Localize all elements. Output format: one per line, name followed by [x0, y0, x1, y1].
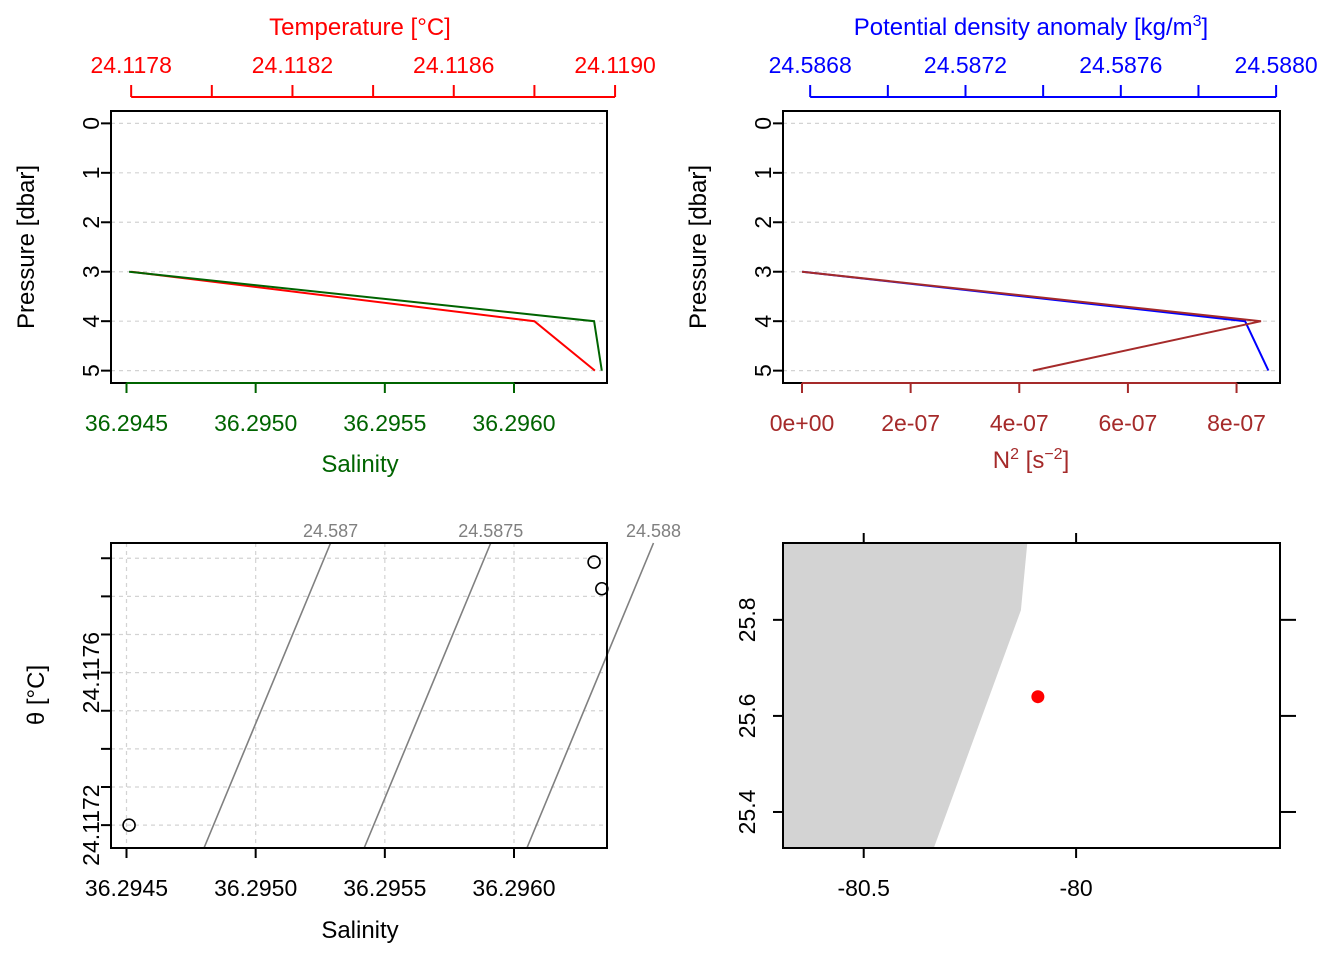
- pressure-tick-label: 0: [750, 117, 776, 130]
- isopycnal-label: 24.587: [303, 521, 358, 541]
- bottom-axis-tick-label: 36.2945: [85, 410, 168, 436]
- profile-density-series: [801, 270, 1270, 372]
- map-lon-tick-label: -80: [1059, 875, 1092, 901]
- ts-point: [122, 818, 136, 832]
- series-line-bottom: [801, 270, 1262, 372]
- ts-diagram-frame: [110, 542, 608, 849]
- bottom-axis-tick-label: 4e-07: [990, 410, 1049, 436]
- bottom-axis-tick-label: 36.2955: [343, 410, 426, 436]
- land-polygon: [783, 543, 1028, 848]
- ts-points: [122, 555, 609, 832]
- pressure-axis-title: Pressure [dbar]: [13, 165, 40, 329]
- top-axis-tick-label: 24.1178: [90, 52, 171, 78]
- ts-diagram-axes: 36.2945 36.2950 36.2955 36.2960 24.1172 24.11…: [78, 557, 556, 901]
- theta-axis-title: θ [°C]: [23, 665, 50, 725]
- pressure-axis-title-right: Pressure [dbar]: [685, 165, 712, 329]
- pressure-tick-label: 3: [750, 265, 776, 278]
- n2-axis-title: N2 [s−2]: [993, 446, 1070, 474]
- ts-y-tick-label: 24.1176: [78, 632, 104, 713]
- top-axis-tick-label: 24.5872: [924, 52, 1007, 78]
- map-lon-tick-label: -80.5: [837, 875, 889, 901]
- pressure-tick-label: 1: [750, 166, 776, 179]
- pressure-tick-label: 5: [750, 364, 776, 377]
- top-axis-tick-label: 24.5868: [769, 52, 852, 78]
- profile-ts-grid: [111, 122, 607, 372]
- ts-x-tick-label: 36.2960: [472, 875, 555, 901]
- profile-density-frame: [782, 110, 1281, 384]
- profile-ts-frame: [110, 110, 608, 384]
- ts-x-tick-label: 36.2950: [214, 875, 297, 901]
- panel-profile-ts: 0 1 2 3 4 5 24.1178 24.1182 24.1186 24.1190 36.294…: [13, 14, 656, 478]
- pressure-tick-label: 1: [78, 166, 104, 179]
- panel-ts-diagram: 24.587 24.5875 24.588 36.2945 36.2950 36.295…: [23, 521, 681, 944]
- top-axis-tick-label: 24.5876: [1079, 52, 1162, 78]
- ts-salinity-axis-title: Salinity: [321, 917, 398, 944]
- ts-diagram-grid: [111, 543, 607, 848]
- isopycnal-line: [363, 542, 492, 849]
- map-station: [1031, 690, 1045, 704]
- bottom-axis-tick-label: 0e+00: [770, 410, 835, 436]
- pressure-tick-label: 4: [78, 315, 104, 328]
- isopycnal-line: [203, 542, 332, 849]
- bottom-axis-tick-label: 8e-07: [1207, 410, 1266, 436]
- salinity-axis-title: Salinity: [321, 451, 398, 478]
- density-axis-title: Potential density anomaly [kg/m3]: [854, 13, 1208, 41]
- temperature-axis-title: Temperature [°C]: [269, 14, 451, 41]
- map-lat-tick-label: 25.6: [734, 694, 760, 739]
- ts-x-tick-label: 36.2945: [85, 875, 168, 901]
- isopycnals: 24.587 24.5875 24.588: [203, 521, 681, 849]
- map-lat-tick-label: 25.8: [734, 597, 760, 642]
- map-frame: [782, 542, 1281, 849]
- series-line-bottom: [128, 270, 603, 371]
- station-marker: [1031, 690, 1045, 704]
- pressure-tick-label: 0: [78, 117, 104, 130]
- series-line-top: [131, 270, 596, 372]
- top-axis-tick-label: 24.1190: [574, 52, 655, 78]
- ts-y-tick-label: 24.1172: [78, 784, 104, 865]
- map-land: [783, 543, 1028, 848]
- pressure-tick-label: 4: [750, 315, 776, 328]
- isopycnal-label: 24.588: [626, 521, 681, 541]
- bottom-axis-tick-label: 6e-07: [1098, 410, 1157, 436]
- top-axis-tick-label: 24.1186: [413, 52, 494, 78]
- map-axes: -80.5 -80 25.4 25.6 25.8: [734, 533, 1296, 901]
- pressure-tick-label: 2: [78, 216, 104, 229]
- panel-profile-density-n2: 0 1 2 3 4 5 24.5868 24.5872 24.5876 24.5880 0e+00 2…: [685, 13, 1318, 474]
- profile-ts-series: [128, 270, 603, 372]
- bottom-axis-tick-label: 36.2960: [472, 410, 555, 436]
- ts-x-tick-label: 36.2955: [343, 875, 426, 901]
- bottom-axis-tick-label: 36.2950: [214, 410, 297, 436]
- ts-point: [587, 555, 601, 569]
- pressure-tick-label: 3: [78, 265, 104, 278]
- bottom-axis-tick-label: 2e-07: [881, 410, 940, 436]
- panel-map: -80.5 -80 25.4 25.6 25.8: [734, 533, 1296, 901]
- isopycnal-label: 24.5875: [458, 521, 523, 541]
- pressure-tick-label: 5: [78, 364, 104, 377]
- map-lat-tick-label: 25.4: [734, 789, 760, 834]
- isopycnal-line: [526, 542, 655, 849]
- profile-density-grid: [783, 122, 1280, 372]
- top-axis-tick-label: 24.5880: [1235, 52, 1318, 78]
- profile-density-axes: 0 1 2 3 4 5 24.5868 24.5872 24.5876 24.5880 0e+00 2…: [750, 52, 1318, 436]
- profile-ts-axes: 0 1 2 3 4 5 24.1178 24.1182 24.1186 24.1190 36.294…: [78, 52, 656, 436]
- pressure-tick-label: 2: [750, 216, 776, 229]
- top-axis-tick-label: 24.1182: [252, 52, 333, 78]
